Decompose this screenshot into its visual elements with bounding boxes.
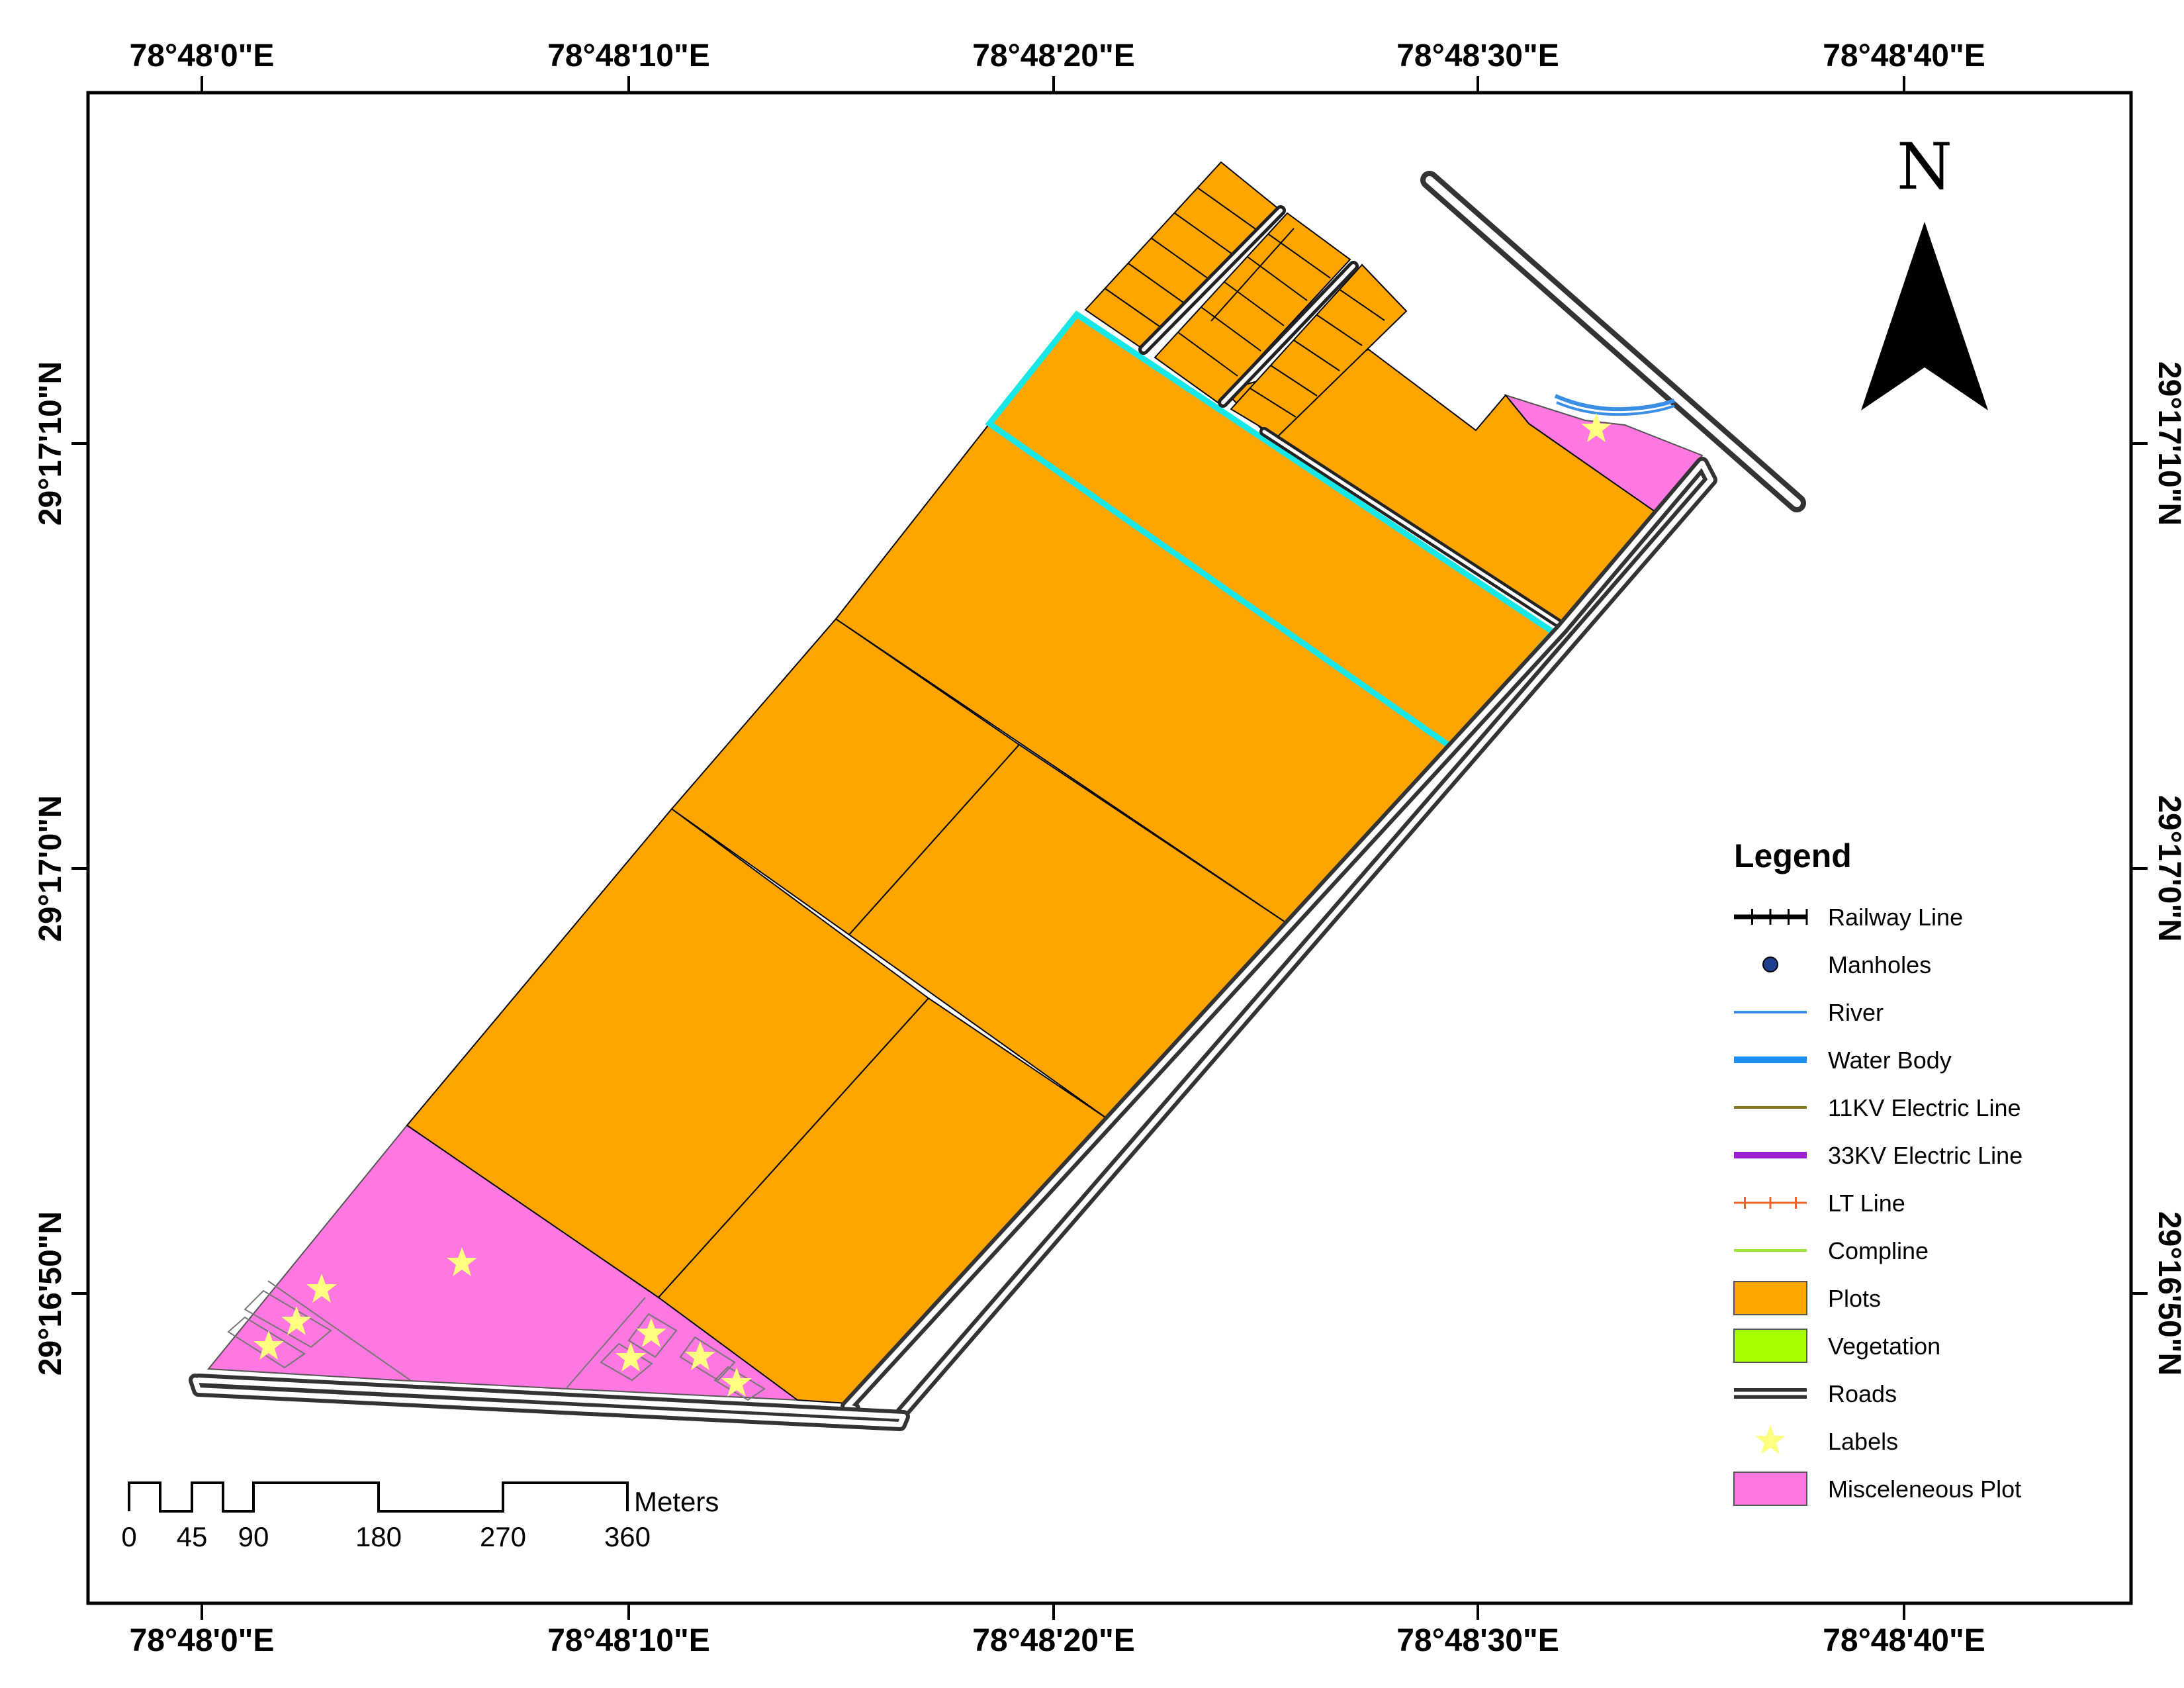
label-star[interactable]	[281, 1306, 312, 1335]
label-star[interactable]	[721, 1368, 752, 1397]
legend-symbol-icon	[1733, 1281, 1807, 1315]
scale-unit: Meters	[634, 1486, 719, 1517]
river[interactable]	[1554, 394, 1676, 412]
tick-label-top: 78°48'20"E	[972, 38, 1135, 73]
legend-label: River	[1828, 999, 1884, 1026]
label-star[interactable]	[615, 1342, 646, 1372]
plots-layer	[406, 310, 1661, 1405]
tick-label-bottom: 78°48'0"E	[130, 1623, 275, 1658]
tick-label-left: 29°16'50"N	[33, 1211, 68, 1376]
legend-symbol-icon	[1734, 909, 1808, 925]
tick-label-top: 78°48'0"E	[130, 38, 275, 73]
tick-label-left: 29°17'0"N	[33, 795, 68, 942]
legend-label: Misceleneous Plot	[1828, 1476, 2021, 1503]
right-tick-labels: 29°17'10"N 29°17'0"N 29°16'50"N	[2152, 361, 2184, 1376]
legend-label: Roads	[1828, 1380, 1897, 1407]
label-star[interactable]	[447, 1247, 477, 1276]
top-tick-labels: 78°48'0"E 78°48'10"E 78°48'20"E 78°48'30…	[130, 38, 1985, 73]
roads-layer	[189, 171, 1806, 1431]
legend-symbol-icon	[1733, 1472, 1807, 1506]
label-star[interactable]	[306, 1274, 337, 1303]
legend-label: 33KV Electric Line	[1828, 1142, 2023, 1169]
legend-label: Manholes	[1828, 951, 1931, 978]
scale-label: 360	[604, 1521, 651, 1552]
map-frame	[86, 91, 2133, 1605]
legend-item: 33KV Electric Line	[1734, 1142, 2023, 1169]
scale-label: 90	[238, 1521, 269, 1552]
scale-label: 45	[177, 1521, 208, 1552]
legend-label: Vegetation	[1828, 1333, 1940, 1360]
legend-symbol-icon	[1734, 1197, 1807, 1209]
north-arrow: N	[1861, 130, 1988, 410]
scale-label: 0	[121, 1521, 136, 1552]
scale-bar: Meters 0 45 90 180 270 360	[121, 1481, 719, 1552]
tick-label-bottom: 78°48'40"E	[1823, 1623, 1985, 1658]
north-arrow-icon	[1861, 222, 1988, 410]
tick-label-right: 29°17'0"N	[2152, 795, 2184, 942]
legend-label: Railway Line	[1828, 904, 1963, 931]
legend: Legend Railway Line Manholes River Water Bo…	[1733, 837, 2023, 1506]
legend-title: Legend	[1734, 837, 1852, 874]
legend-symbol-icon	[1762, 957, 1778, 972]
label-stars	[253, 413, 1612, 1397]
legend-item: LT Line	[1734, 1190, 1905, 1217]
tick-label-bottom: 78°48'10"E	[547, 1623, 710, 1658]
legend-label: Plots	[1828, 1285, 1881, 1312]
legend-item: Compline	[1734, 1237, 1929, 1264]
tick-label-left: 29°17'10"N	[33, 361, 68, 526]
scale-label: 270	[480, 1521, 526, 1552]
legend-label: Labels	[1828, 1428, 1898, 1455]
scale-label: 180	[355, 1521, 402, 1552]
legend-label: 11KV Electric Line	[1828, 1094, 2021, 1121]
internal-roads	[1138, 205, 1567, 630]
tick-label-bottom: 78°48'20"E	[972, 1623, 1135, 1658]
legend-item: Misceleneous Plot	[1733, 1472, 2021, 1506]
label-star[interactable]	[253, 1331, 284, 1360]
legend-item: Labels	[1755, 1425, 1898, 1455]
north-plot-grid	[1084, 161, 1408, 438]
north-label: N	[1897, 130, 1952, 204]
legend-item: Roads	[1734, 1380, 1897, 1407]
legend-label: Compline	[1828, 1237, 1929, 1264]
legend-item: 11KV Electric Line	[1734, 1094, 2021, 1121]
label-star[interactable]	[685, 1341, 715, 1370]
legend-item: River	[1734, 999, 1884, 1026]
legend-symbol-icon	[1733, 1329, 1807, 1363]
tick-label-right: 29°17'10"N	[2152, 361, 2184, 526]
label-star[interactable]	[636, 1318, 666, 1347]
tick-label-top: 78°48'40"E	[1823, 38, 1985, 73]
tick-label-top: 78°48'30"E	[1396, 38, 1559, 73]
label-star[interactable]	[1581, 413, 1612, 442]
legend-label: LT Line	[1828, 1190, 1905, 1217]
legend-item: Vegetation	[1733, 1329, 1940, 1363]
tick-label-bottom: 78°48'30"E	[1396, 1623, 1559, 1658]
graticule-ticks	[71, 76, 2148, 1620]
bottom-tick-labels: 78°48'0"E 78°48'10"E 78°48'20"E 78°48'30…	[130, 1623, 1985, 1658]
legend-item: Water Body	[1734, 1047, 1952, 1074]
tick-label-top: 78°48'10"E	[547, 38, 710, 73]
legend-item: Plots	[1733, 1281, 1881, 1315]
legend-item: Railway Line	[1734, 904, 1963, 931]
scale-bar-ruler	[128, 1481, 629, 1513]
legend-label: Water Body	[1828, 1047, 1952, 1074]
tick-label-right: 29°16'50"N	[2152, 1211, 2184, 1376]
left-tick-labels: 29°17'10"N 29°17'0"N 29°16'50"N	[33, 361, 68, 1376]
legend-symbol-icon	[1755, 1425, 1786, 1454]
legend-item: Manholes	[1762, 951, 1931, 978]
